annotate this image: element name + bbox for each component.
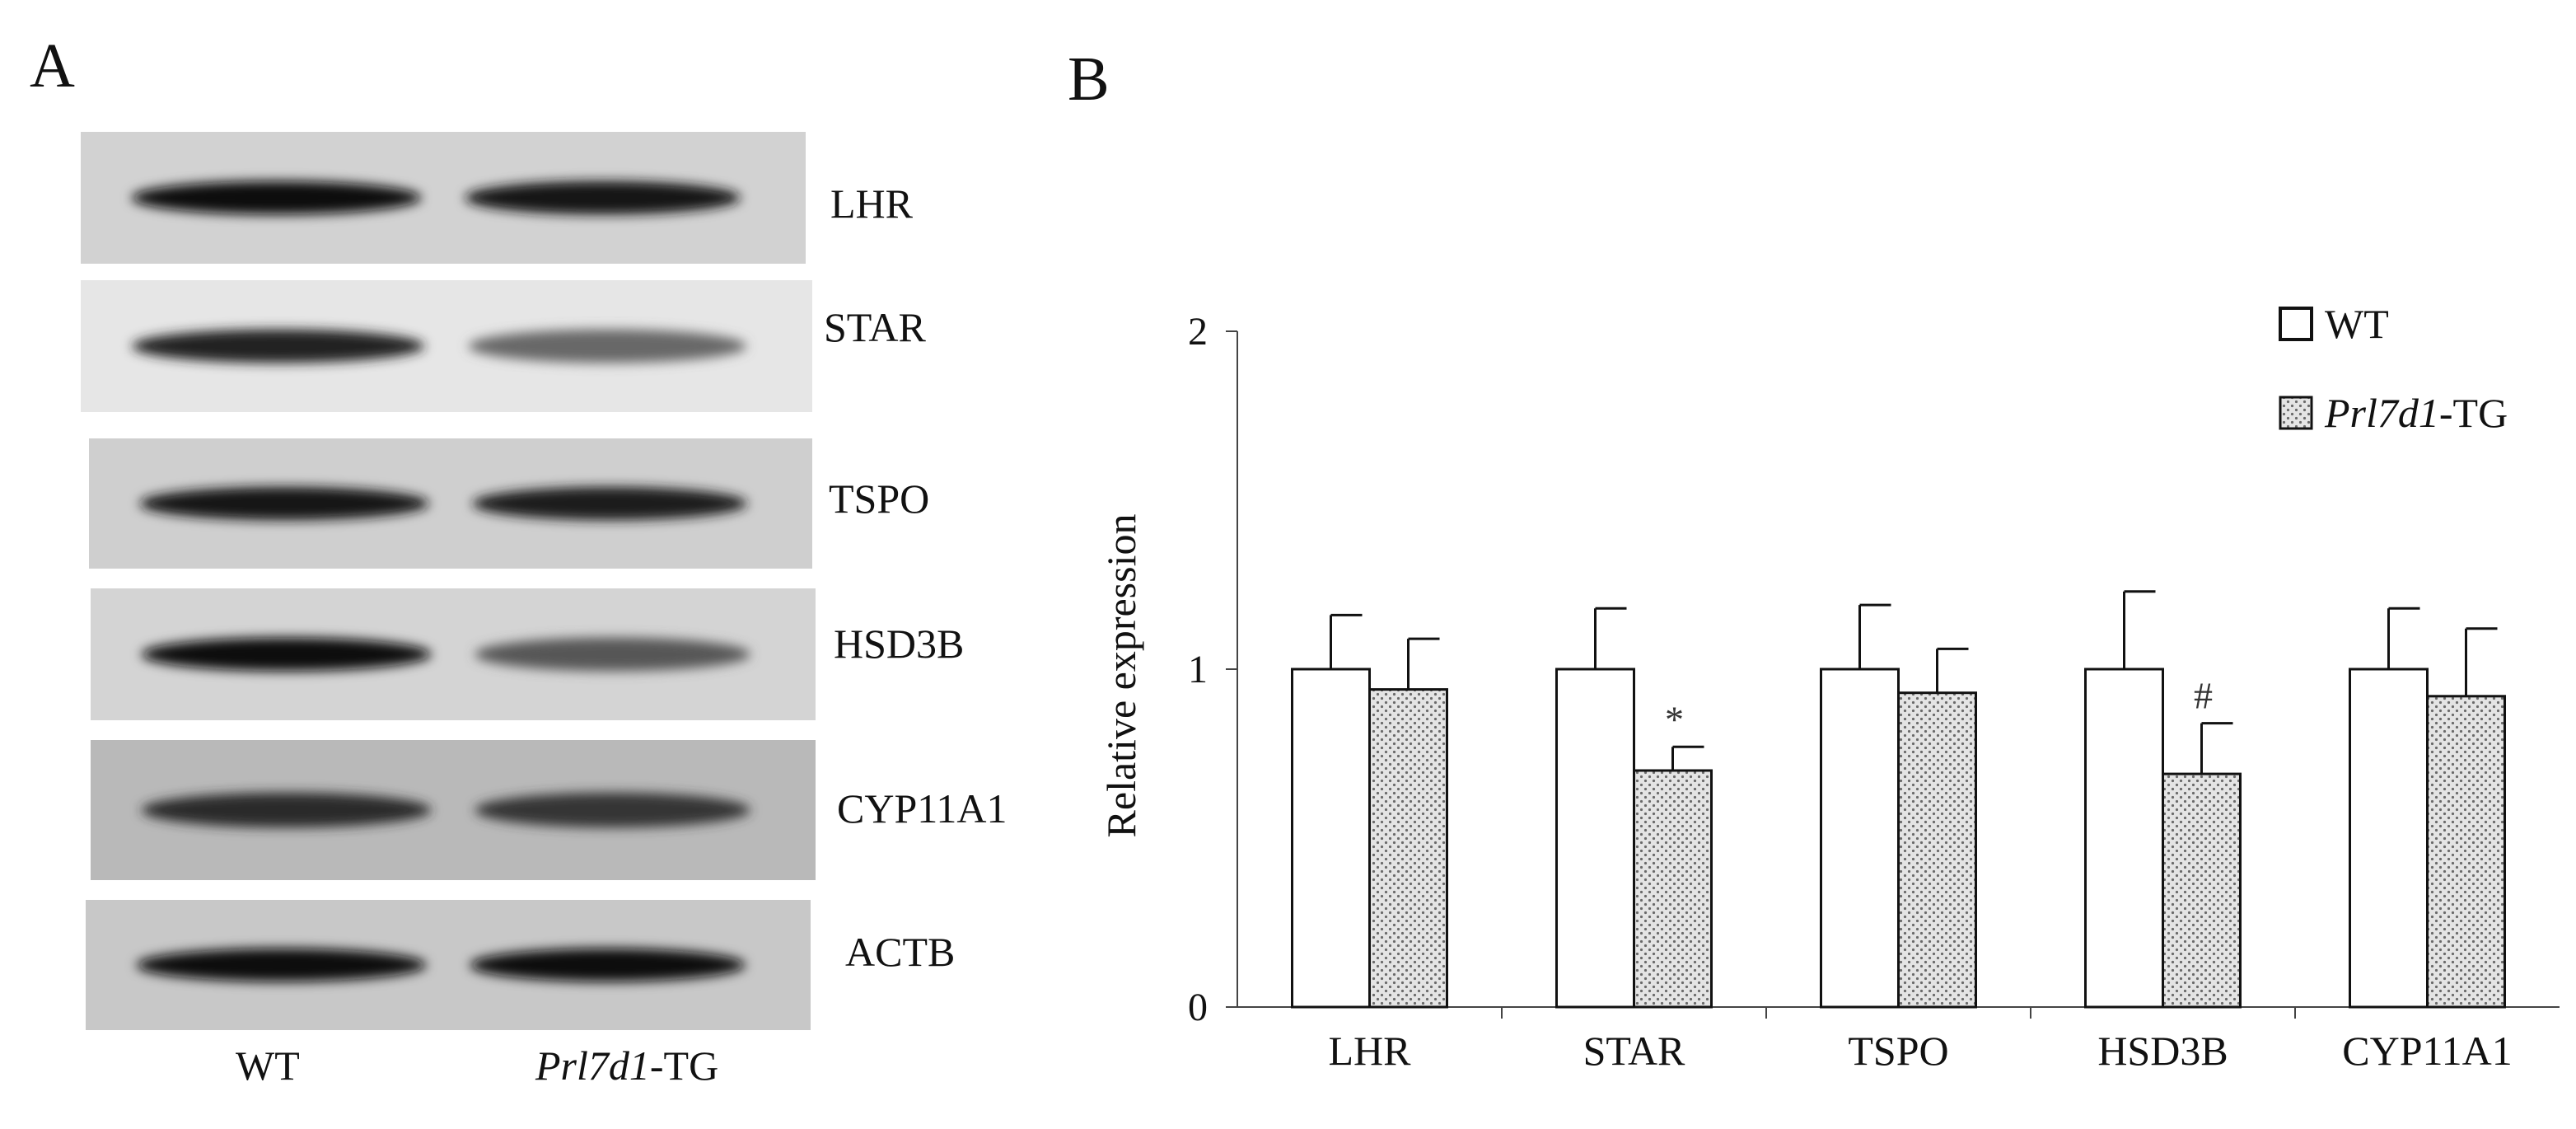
bar-cyp11a1-wt — [2349, 668, 2429, 1009]
blot-label-cyp11a1: CYP11A1 — [837, 785, 1007, 832]
bar-hsd3b-wt — [2084, 668, 2164, 1009]
legend-label-wt: WT — [2325, 301, 2389, 347]
blot-bands-cyp11a1 — [141, 792, 750, 828]
x-tick-label: TSPO — [1848, 1028, 1948, 1074]
legend-label-tg-gene: Prl7d1 — [2324, 390, 2439, 436]
blot-label-tspo: TSPO — [829, 475, 930, 522]
legend-swatch-wt — [2279, 307, 2313, 341]
band-star-tg — [468, 329, 747, 363]
x-tick-label: HSD3B — [2097, 1028, 2228, 1074]
y-tick-label: 0 — [1188, 986, 1208, 1029]
blot-bands-tspo — [139, 486, 747, 521]
blot-label-hsd3b: HSD3B — [834, 621, 965, 667]
legend-label-tg: Prl7d1-TG — [2324, 390, 2508, 436]
bar-hsd3b-tg — [2162, 772, 2242, 1009]
panel-b-letter: B — [1068, 45, 1110, 114]
bar-tspo-tg — [1897, 691, 1977, 1009]
legend-swatch-tg — [2279, 396, 2313, 430]
bar-cyp11a1-tg — [2426, 695, 2506, 1009]
band-tspo-tg — [472, 486, 747, 521]
lane-label-tg: Prl7d1-TG — [535, 1045, 718, 1086]
blot-label-lhr: LHR — [830, 180, 913, 227]
lane-label-tg-suffix: -TG — [649, 1042, 719, 1089]
y-tick-label: 1 — [1188, 648, 1208, 691]
blot-label-star: STAR — [824, 304, 926, 350]
chart-plot-area: 0 1 2 Relative expression LHR STAR TSPO HSD3B CY… — [1098, 301, 2560, 1074]
blot-strip-hsd3b — [91, 588, 816, 720]
x-tick-label: LHR — [1329, 1028, 1412, 1074]
panel-a-letter: A — [30, 31, 75, 101]
bar-lhr-wt — [1291, 668, 1371, 1009]
significance-mark-star: * — [1665, 698, 1684, 740]
x-tick-label: CYP11A1 — [2342, 1028, 2513, 1074]
blot-label-actb: ACTB — [845, 929, 956, 975]
band-hsd3b-tg — [475, 637, 750, 672]
bar-lhr-tg — [1368, 688, 1448, 1009]
blot-bands-hsd3b — [141, 637, 750, 672]
blot-bands-lhr — [131, 180, 741, 215]
lane-label-tg-gene: Prl7d1 — [535, 1042, 650, 1089]
band-tspo-wt — [139, 486, 429, 521]
blot-bands-star — [132, 329, 747, 363]
bar-star-wt — [1555, 668, 1635, 1009]
blot-bands-actb — [136, 948, 746, 982]
x-tick-label: STAR — [1583, 1028, 1685, 1074]
blot-strip-star — [81, 280, 812, 412]
band-actb-wt — [136, 948, 427, 982]
significance-mark-hsd3b: # — [2194, 675, 2213, 717]
bar-tspo-wt — [1820, 668, 1900, 1009]
blot-strip-actb — [86, 900, 811, 1030]
band-actb-tg — [470, 948, 746, 982]
band-hsd3b-wt — [141, 637, 432, 672]
band-cyp11a1-tg — [475, 792, 750, 828]
blot-strip-tspo — [89, 438, 812, 569]
band-lhr-wt — [131, 180, 422, 215]
blot-strip-lhr — [81, 132, 806, 264]
band-star-wt — [132, 329, 425, 363]
lane-label-wt: WT — [236, 1042, 300, 1089]
bar-star-tg — [1633, 769, 1713, 1009]
y-axis-title: Relative expression — [1098, 514, 1144, 838]
legend-label-tg-suffix: -TG — [2439, 390, 2508, 436]
y-tick-label: 2 — [1188, 310, 1208, 354]
band-cyp11a1-wt — [141, 792, 432, 828]
blot-strip-cyp11a1 — [91, 740, 816, 880]
band-lhr-tg — [465, 180, 741, 215]
